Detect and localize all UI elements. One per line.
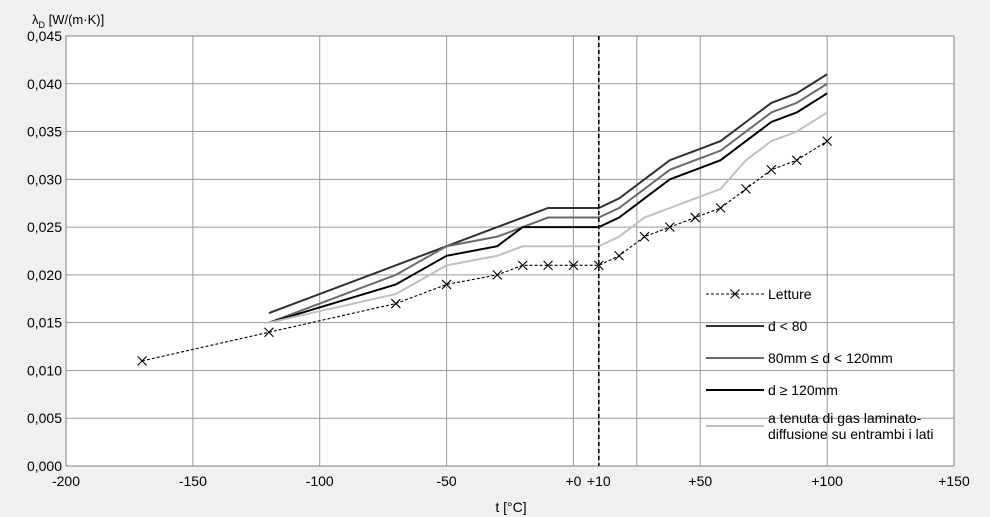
x-tick-label: +150 (938, 473, 970, 489)
plot-border (65, 35, 955, 467)
x-marker (690, 212, 701, 223)
axes: 0,000 0,005 0,010 0,015 0,020 0,025 0,030 0,035… (27, 28, 970, 489)
legend: Letture d < 80 80mm ≤ d < 120mm d ≥ 120mm a … (706, 286, 934, 442)
legend-x-marker (730, 289, 740, 299)
legend-label: a tenuta di gas laminato- (768, 410, 922, 426)
x-marker (639, 231, 650, 242)
x-marker (791, 155, 802, 166)
x-marker (264, 327, 274, 338)
x-marker (517, 260, 528, 271)
legend-label: d < 80 (768, 318, 808, 334)
series-line-3 (268, 82, 828, 324)
x-tick-label: +0 (565, 473, 581, 489)
x-marker (441, 279, 452, 290)
series-line-1 (141, 140, 828, 362)
y-tick-label: 0,010 (27, 362, 62, 378)
x-marker (593, 260, 604, 271)
x-marker (492, 270, 503, 280)
grid (65, 35, 955, 467)
x-marker (614, 250, 624, 261)
x-marker (741, 184, 751, 194)
x-marker (568, 260, 579, 271)
legend-label: 80mm ≤ d < 120mm (768, 350, 893, 366)
x-marker (137, 356, 148, 366)
x-marker (664, 222, 675, 232)
x-tick-label: +10 (587, 473, 611, 489)
x-marker (715, 203, 726, 213)
y-tick-label: 0,040 (27, 76, 62, 92)
x-marker (390, 298, 401, 309)
y-tick-label: 0,020 (27, 267, 62, 283)
x-tick-label: +50 (688, 473, 712, 489)
y-tick-label: 0,000 (27, 458, 62, 474)
series-line-4 (268, 92, 828, 324)
y-tick-label: 0,015 (27, 315, 62, 331)
y-tick-label: 0,030 (27, 171, 62, 187)
series-line-2 (268, 73, 828, 315)
x-marker (543, 260, 553, 271)
series-line-5 (268, 111, 828, 324)
y-tick-label: 0,005 (27, 410, 62, 426)
x-tick-label: +100 (811, 473, 843, 489)
y-tick-label: 0,025 (27, 219, 62, 235)
series-layer (137, 73, 833, 366)
x-marker (822, 136, 833, 146)
y-tick-label: 0,035 (27, 124, 62, 140)
legend-label: d ≥ 120mm (768, 382, 838, 398)
x-marker (766, 164, 777, 175)
legend-label: Letture (768, 286, 812, 302)
x-axis-label: t [°C] (495, 499, 526, 515)
y-axis-label: λD [W/(m·K)] (32, 12, 104, 30)
y-tick-label: 0,045 (27, 28, 62, 44)
x-tick-label: -50 (436, 473, 456, 489)
legend-label: diffusione su entrambi i lati (768, 426, 934, 442)
x-tick-label: -100 (306, 473, 334, 489)
x-tick-label: -200 (52, 473, 80, 489)
x-tick-label: -150 (179, 473, 207, 489)
